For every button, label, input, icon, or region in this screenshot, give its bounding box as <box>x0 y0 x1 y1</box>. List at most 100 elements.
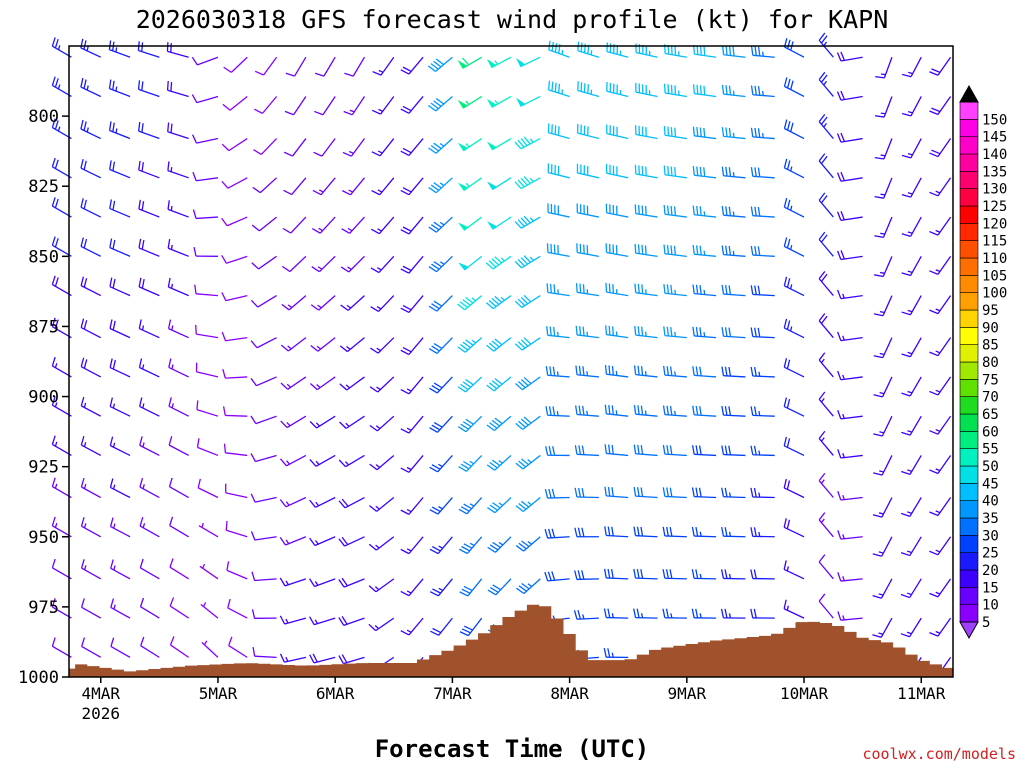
x-tick-label: 5MAR <box>199 684 238 703</box>
colorbar-label: 135 <box>982 164 1007 180</box>
wind-barb <box>692 284 717 297</box>
wind-barb <box>721 166 746 179</box>
wind-barb <box>138 277 160 297</box>
wind-barb <box>783 478 805 499</box>
wind-barb <box>400 96 424 114</box>
colorbar-label: 80 <box>982 355 999 371</box>
wind-barb <box>281 255 307 273</box>
wind-barb <box>221 292 248 302</box>
wind-barb <box>547 123 570 140</box>
wind-barb <box>662 569 687 580</box>
wind-barb <box>901 138 922 159</box>
wind-barb <box>139 597 160 619</box>
colorbar-label: 85 <box>982 338 999 354</box>
wind-barb <box>515 95 541 107</box>
wind-barb <box>818 32 834 58</box>
wind-barb <box>370 337 395 354</box>
wind-barb <box>633 526 658 538</box>
wind-barb <box>663 83 687 98</box>
wind-barb <box>80 396 102 417</box>
wind-barb <box>137 80 160 98</box>
wind-barb <box>250 493 277 503</box>
wind-barb <box>547 163 570 179</box>
wind-barb <box>279 536 307 546</box>
wind-barb <box>341 177 365 196</box>
wind-barb <box>428 216 453 233</box>
wind-barb <box>166 42 189 58</box>
wind-barb <box>168 477 189 499</box>
wind-barb <box>459 578 483 597</box>
colorbar-label: 120 <box>982 216 1007 232</box>
wind-barb <box>169 516 189 538</box>
wind-barb <box>457 56 483 69</box>
wind-barb <box>168 436 189 457</box>
colorbar-label: 115 <box>982 234 1007 250</box>
colorbar-label: 70 <box>982 390 999 406</box>
colorbar-label: 10 <box>982 598 999 614</box>
wind-barb <box>514 294 541 309</box>
wind-barb <box>818 113 834 139</box>
wind-barb <box>221 255 248 264</box>
colorbar-label: 25 <box>982 546 999 562</box>
colorbar-swatch <box>959 500 979 519</box>
wind-barb <box>221 138 248 152</box>
wind-barb <box>369 497 395 512</box>
wind-barb <box>167 161 189 179</box>
wind-barb <box>429 536 453 555</box>
wind-barb <box>634 125 658 140</box>
wind-barb <box>836 211 863 222</box>
wind-barb <box>487 536 512 553</box>
wind-barb <box>80 119 102 140</box>
wind-barb <box>721 327 746 339</box>
colorbar-swatch <box>959 223 979 241</box>
wind-barb <box>783 77 805 98</box>
wind-barb <box>138 358 160 378</box>
wind-barb <box>663 165 687 179</box>
wind-barb <box>309 653 336 664</box>
wind-barb <box>818 153 834 179</box>
wind-barb <box>515 56 541 68</box>
x-axis-label: Forecast Time (UTC) <box>375 735 650 763</box>
credit-link[interactable]: coolwx.com/models <box>862 745 1016 763</box>
wind-barb <box>662 444 687 457</box>
wind-barb <box>721 127 746 140</box>
wind-barb <box>201 640 219 658</box>
wind-barb <box>198 522 219 538</box>
wind-barb <box>546 326 570 339</box>
wind-barb <box>721 405 746 417</box>
wind-barb <box>874 138 893 160</box>
wind-barb <box>634 204 658 218</box>
wind-barb <box>371 138 395 157</box>
wind-barb <box>338 654 365 665</box>
wind-barb <box>604 486 629 499</box>
wind-barb <box>818 231 834 257</box>
wind-barb <box>368 617 395 632</box>
wind-barb <box>901 376 922 397</box>
wind-barb <box>109 436 131 457</box>
wind-barb <box>486 137 512 151</box>
y-tick-label: 975 <box>28 598 59 618</box>
wind-barb <box>109 238 131 257</box>
wind-barb <box>547 203 570 218</box>
wind-barb <box>929 337 952 357</box>
wind-barb <box>458 255 483 271</box>
wind-barb <box>457 295 483 311</box>
wind-barb <box>605 325 629 339</box>
wind-barb <box>80 159 102 179</box>
wind-barb <box>604 364 629 378</box>
wind-barb <box>340 255 365 273</box>
colorbar-swatch <box>959 205 979 224</box>
wind-barb <box>167 122 189 140</box>
wind-barb <box>280 337 307 352</box>
wind-barb <box>168 358 189 378</box>
wind-barb <box>427 56 453 72</box>
wind-barb <box>663 365 687 378</box>
colorbar-label: 110 <box>982 251 1007 267</box>
wind-barb <box>253 138 278 155</box>
wind-barb <box>137 41 160 58</box>
wind-barb <box>663 326 687 339</box>
wind-barb <box>339 376 365 391</box>
wind-barb <box>457 95 483 109</box>
wind-barb <box>836 250 863 261</box>
wind-barb <box>225 483 248 499</box>
